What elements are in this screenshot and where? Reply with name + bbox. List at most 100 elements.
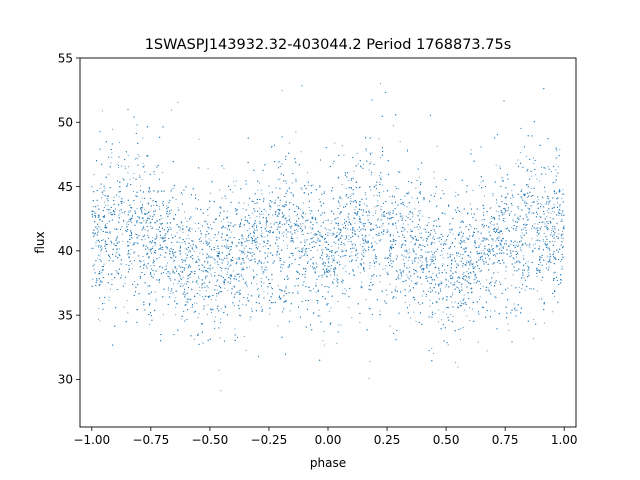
data-point [370,189,372,191]
data-point [363,203,365,205]
data-point [242,251,244,253]
data-point [141,213,143,215]
data-point [262,246,264,247]
data-point [395,225,397,227]
data-point [286,245,288,247]
data-point [220,308,222,310]
data-point [489,291,491,293]
data-point [105,241,107,243]
data-point [422,264,424,266]
data-point [93,247,95,249]
data-point [546,263,548,265]
data-point [339,205,341,207]
data-point [149,293,151,295]
data-point [538,180,540,182]
data-point [142,192,144,194]
data-point [121,263,123,265]
data-point [251,308,253,310]
data-point [542,239,544,241]
data-point [169,249,171,251]
data-point [278,257,280,259]
data-point [288,142,290,144]
data-point [109,213,111,215]
data-point [403,227,405,229]
data-point [262,273,264,275]
data-point [233,181,235,183]
data-point [142,245,144,247]
data-point [104,214,106,216]
data-point [289,310,291,312]
data-point [372,275,374,277]
data-point [407,253,409,255]
data-point [207,168,209,170]
data-point [391,224,393,226]
data-point [470,149,472,151]
data-point [238,294,240,296]
data-point [499,244,501,246]
data-point [469,320,471,322]
data-point [401,215,403,217]
data-point [281,223,283,225]
data-point [259,243,261,245]
data-point [99,320,101,322]
data-point [140,185,142,187]
data-point [97,226,99,228]
data-point [100,250,102,252]
data-point [226,228,228,230]
data-point [223,210,225,212]
data-point [336,232,338,234]
data-point [301,234,303,236]
data-point [261,193,263,195]
data-point [442,190,444,192]
data-point [313,312,315,314]
data-point [283,206,285,208]
data-point [434,312,436,314]
data-point [547,166,549,168]
data-point [137,220,139,222]
data-point [134,211,136,213]
data-point [150,190,151,192]
data-point [496,202,498,204]
data-point [198,313,200,315]
data-point [523,277,525,279]
data-point [412,249,414,251]
data-point [235,224,237,226]
data-point [361,285,363,287]
data-point [402,259,404,261]
data-point [199,290,201,292]
data-point [393,235,395,237]
data-point [240,241,242,243]
data-point [223,218,225,220]
data-point [427,277,429,279]
data-point [374,257,376,259]
data-point [487,287,489,289]
data-point [481,219,483,221]
data-point [209,269,211,271]
data-point [478,185,480,187]
data-point [167,230,169,232]
data-point [148,217,150,219]
data-point [277,247,279,249]
data-point [345,290,347,292]
data-point [525,213,527,215]
data-point [136,237,138,239]
data-point [110,162,112,164]
data-point [243,238,245,240]
data-point [207,257,209,259]
data-point [270,286,272,288]
data-point [536,200,538,202]
data-point [407,276,409,278]
data-point [344,244,346,246]
data-point [420,244,422,246]
data-point [530,228,532,230]
chart-title: 1SWASPJ143932.32-403044.2 Period 1768873… [145,37,512,53]
data-point [485,254,487,256]
data-point [350,188,352,190]
data-point [319,185,321,187]
data-point [425,295,427,297]
data-point [402,280,404,282]
data-point [319,315,321,317]
data-point [546,255,548,257]
data-point [452,277,454,279]
data-point [452,315,454,317]
